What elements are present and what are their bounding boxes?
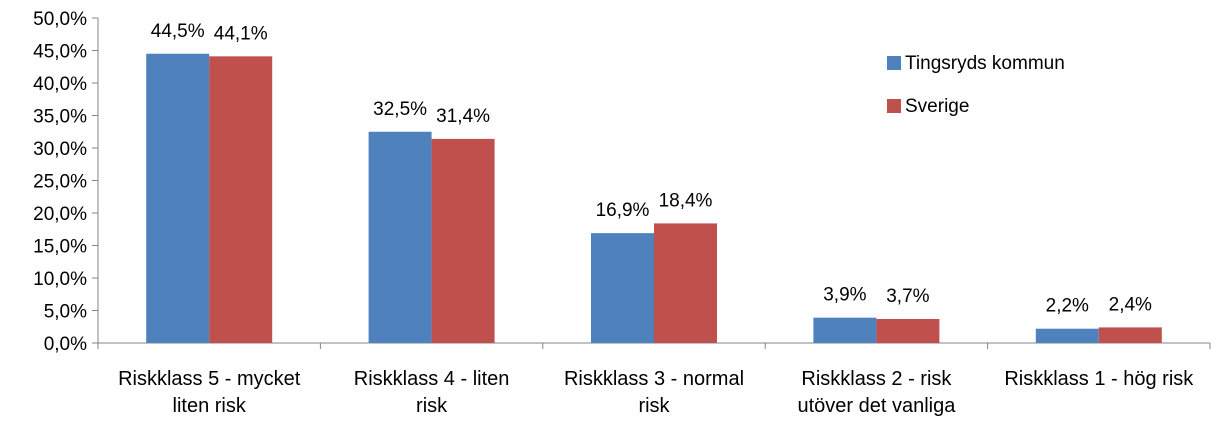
category-label: Riskklass 5 - mycket: [118, 368, 301, 390]
legend-label: Sverige: [905, 96, 969, 117]
data-label: 44,5%: [151, 21, 205, 42]
y-tick-label: 25,0%: [33, 172, 87, 193]
category-label: Riskklass 1 - hög risk: [1004, 368, 1194, 390]
data-label: 2,4%: [1109, 294, 1152, 315]
legend-swatch: [887, 99, 901, 113]
data-label: 18,4%: [659, 190, 713, 211]
y-tick-label: 0,0%: [44, 334, 87, 355]
y-tick-label: 35,0%: [33, 107, 87, 128]
category-label: Riskklass 3 - normal: [564, 368, 744, 390]
category-label: risk: [416, 395, 448, 417]
bar-series-1: [146, 53, 210, 343]
data-label: 2,2%: [1046, 296, 1089, 317]
y-tick-label: 10,0%: [33, 269, 87, 290]
chart-legend: Tingsryds kommun Sverige: [887, 53, 1065, 117]
data-label: 32,5%: [373, 99, 427, 120]
chart-data-labels: 44,5% 44,1% 32,5% 31,4% 16,9% 18,4% 3,9% 3,7% 2,…: [151, 21, 1152, 317]
bar-series-1: [368, 131, 432, 343]
y-tick-label: 15,0%: [33, 237, 87, 258]
legend-label: Tingsryds kommun: [905, 53, 1065, 74]
bar-series-2: [431, 138, 495, 343]
bar-series-2: [876, 318, 940, 343]
y-tick-label: 50,0%: [33, 9, 87, 30]
y-tick-label: 45,0%: [33, 42, 87, 63]
category-label: Riskklass 2 - risk: [801, 368, 952, 390]
data-label: 44,1%: [214, 23, 268, 44]
bar-series-2: [1098, 327, 1162, 343]
legend-swatch: [887, 56, 901, 70]
y-tick-label: 20,0%: [33, 204, 87, 225]
bar-series-1: [813, 317, 877, 343]
chart-axes: 0,0% 5,0% 10,0% 15,0% 20,0% 25,0% 30,0% 35,0% 40…: [33, 9, 1211, 355]
chart-category-labels: Riskklass 5 - mycket liten risk Riskklass …: [118, 368, 1194, 417]
bar-series-2: [654, 223, 717, 343]
y-tick-label: 30,0%: [33, 139, 87, 160]
y-tick-label: 5,0%: [44, 302, 87, 323]
category-label: risk: [638, 395, 670, 417]
data-label: 31,4%: [436, 106, 490, 127]
bar-series-1: [1035, 328, 1099, 343]
data-label: 3,9%: [823, 285, 866, 306]
category-label: utöver det vanliga: [797, 395, 956, 417]
bar-series-2: [209, 56, 273, 343]
data-label: 16,9%: [596, 200, 650, 221]
category-label: Riskklass 4 - liten: [354, 368, 510, 390]
category-label: liten risk: [173, 395, 247, 417]
bar-series-1: [591, 233, 654, 343]
chart-bars: [146, 53, 1162, 343]
y-tick-label: 40,0%: [33, 74, 87, 95]
data-label: 3,7%: [886, 286, 929, 307]
